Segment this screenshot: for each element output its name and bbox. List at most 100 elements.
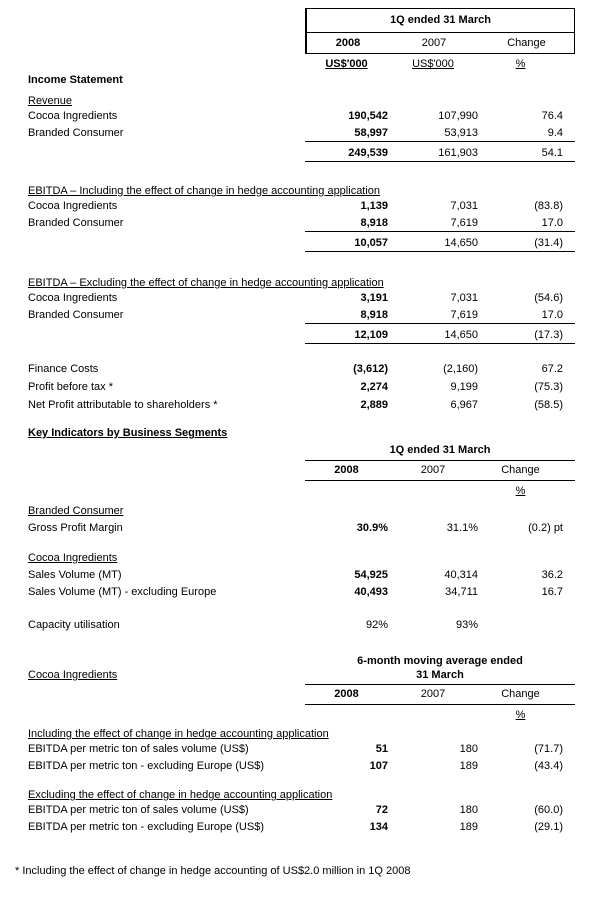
value-change xyxy=(478,617,575,634)
header-spacer xyxy=(0,8,305,54)
period-label: 1Q ended 31 March xyxy=(305,444,575,461)
value-2007: 180 xyxy=(459,804,478,816)
row-label: Branded Consumer xyxy=(28,217,124,229)
table-row: Profit before tax * 2,274 9,199 (75.3) xyxy=(0,378,600,396)
unit-2007: US$'000 xyxy=(412,58,454,70)
value-2007: 9,199 xyxy=(450,381,478,393)
key-indicators-header: 1Q ended 31 March 2008 2007 Change % xyxy=(305,444,575,498)
value-change: (54.6) xyxy=(534,292,563,304)
value-2008: 3,191 xyxy=(360,292,388,304)
total-row: 249,539 161,903 54.1 xyxy=(0,142,600,162)
excluding-heading: Excluding the effect of change in hedge … xyxy=(28,789,333,801)
table-row: Branded Consumer 58,997 53,913 9.4 xyxy=(0,125,600,142)
value-2007: 7,031 xyxy=(450,292,478,304)
row-label: Profit before tax * xyxy=(28,381,113,393)
table-row: EBITDA per metric ton of sales volume (U… xyxy=(0,741,600,758)
row-label: Cocoa Ingredients xyxy=(28,110,118,122)
including-heading: Including the effect of change in hedge … xyxy=(28,728,329,740)
units-row: % xyxy=(305,481,575,498)
value-2008: 8,918 xyxy=(360,309,388,321)
row-label: Net Profit attributable to shareholders … xyxy=(28,399,218,411)
period-line1: 6-month moving average ended xyxy=(357,655,523,667)
row-label: EBITDA per metric ton of sales volume (U… xyxy=(28,743,249,755)
value-2008: 72 xyxy=(375,804,388,816)
table-row: Cocoa Ingredients 190,542 107,990 76.4 xyxy=(0,108,600,125)
unit-2008: US$'000 xyxy=(325,58,368,70)
value-2007: 189 xyxy=(459,760,478,772)
revenue-heading: Revenue xyxy=(28,95,73,107)
value-2008: 2,889 xyxy=(360,399,388,411)
total-change: 54.1 xyxy=(541,147,563,159)
table-row: Gross Profit Margin 30.9% 31.1% (0.2) pt xyxy=(0,520,600,537)
value-change: (83.8) xyxy=(534,200,563,212)
value-2008: (3,612) xyxy=(353,363,388,375)
total-2008: 10,057 xyxy=(354,237,388,249)
table-row: EBITDA per metric ton - excluding Europe… xyxy=(0,758,600,775)
total-2008: 249,539 xyxy=(348,147,388,159)
unit-change: % xyxy=(515,485,526,497)
total-change: (17.3) xyxy=(534,329,563,341)
row-label: Sales Volume (MT) xyxy=(28,569,122,581)
row-label: Capacity utilisation xyxy=(28,619,120,631)
value-2007: 34,711 xyxy=(445,586,478,598)
ebitda-including-heading: EBITDA – Including the effect of change … xyxy=(28,185,381,197)
table-row: Cocoa Ingredients 3,191 7,031 (54.6) xyxy=(0,290,600,307)
year-2008-header: 2008 xyxy=(334,688,359,700)
year-2008-header: 2008 xyxy=(334,464,359,476)
value-2007: 31.1% xyxy=(446,522,478,534)
row-label: Sales Volume (MT) - excluding Europe xyxy=(28,586,217,598)
total-2007: 14,650 xyxy=(444,237,478,249)
total-2007: 14,650 xyxy=(444,329,478,341)
value-2008: 54,925 xyxy=(354,569,388,581)
value-2008: 58,997 xyxy=(354,127,388,139)
income-statement-title: Income Statement xyxy=(28,74,123,86)
key-indicators-title: Key Indicators by Business Segments xyxy=(28,427,228,439)
unit-change: % xyxy=(515,709,526,721)
units-row: US$'000 US$'000 % xyxy=(0,57,600,71)
total-2008: 12,109 xyxy=(354,329,388,341)
value-2007: 93% xyxy=(455,619,478,631)
period-label: 6-month moving average ended 31 March xyxy=(305,654,575,685)
value-2007: 180 xyxy=(459,743,478,755)
table-row: Capacity utilisation 92% 93% xyxy=(0,617,600,634)
value-2007: 40,314 xyxy=(444,569,478,581)
table-row: Net Profit attributable to shareholders … xyxy=(0,396,600,414)
row-label: Finance Costs xyxy=(28,363,99,375)
row-label: EBITDA per metric ton of sales volume (U… xyxy=(28,804,249,816)
value-2007: 7,619 xyxy=(450,309,478,321)
change-header: Change xyxy=(507,37,546,49)
value-2008: 190,542 xyxy=(348,110,388,122)
value-2008: 92% xyxy=(365,619,388,631)
value-change: 76.4 xyxy=(541,110,563,122)
value-2007: (2,160) xyxy=(443,363,478,375)
table-row: Sales Volume (MT) 54,925 40,314 36.2 xyxy=(0,567,600,584)
cocoa-ingredients-heading: Cocoa Ingredients xyxy=(28,552,118,564)
value-2007: 53,913 xyxy=(444,127,478,139)
year-header-row: 2008 2007 Change xyxy=(305,685,575,705)
value-change: (60.0) xyxy=(534,804,563,816)
value-change: (43.4) xyxy=(534,760,563,772)
total-change: (31.4) xyxy=(534,237,563,249)
value-change: 16.7 xyxy=(541,586,563,598)
table-row: EBITDA per metric ton - excluding Europe… xyxy=(0,819,600,836)
period-label: 1Q ended 31 March xyxy=(307,9,574,33)
row-label: Cocoa Ingredients xyxy=(28,292,118,304)
year-2008-header: 2008 xyxy=(335,37,361,49)
value-change: 67.2 xyxy=(541,363,563,375)
value-change: (0.2) pt xyxy=(528,522,563,534)
total-2007: 161,903 xyxy=(438,147,478,159)
row-label: Branded Consumer xyxy=(28,309,124,321)
value-2008: 51 xyxy=(375,743,388,755)
unit-change: % xyxy=(515,58,526,70)
branded-consumer-heading: Branded Consumer xyxy=(28,505,124,517)
row-label: Branded Consumer xyxy=(28,127,124,139)
units-row: % xyxy=(305,705,575,722)
value-2008: 134 xyxy=(369,821,388,833)
value-2007: 107,990 xyxy=(438,110,478,122)
value-2007: 7,031 xyxy=(450,200,478,212)
value-change: 17.0 xyxy=(541,217,563,229)
period-line2: 31 March xyxy=(416,669,464,681)
year-2007-header: 2007 xyxy=(421,37,447,49)
year-header-row: 2008 2007 Change xyxy=(307,33,574,53)
